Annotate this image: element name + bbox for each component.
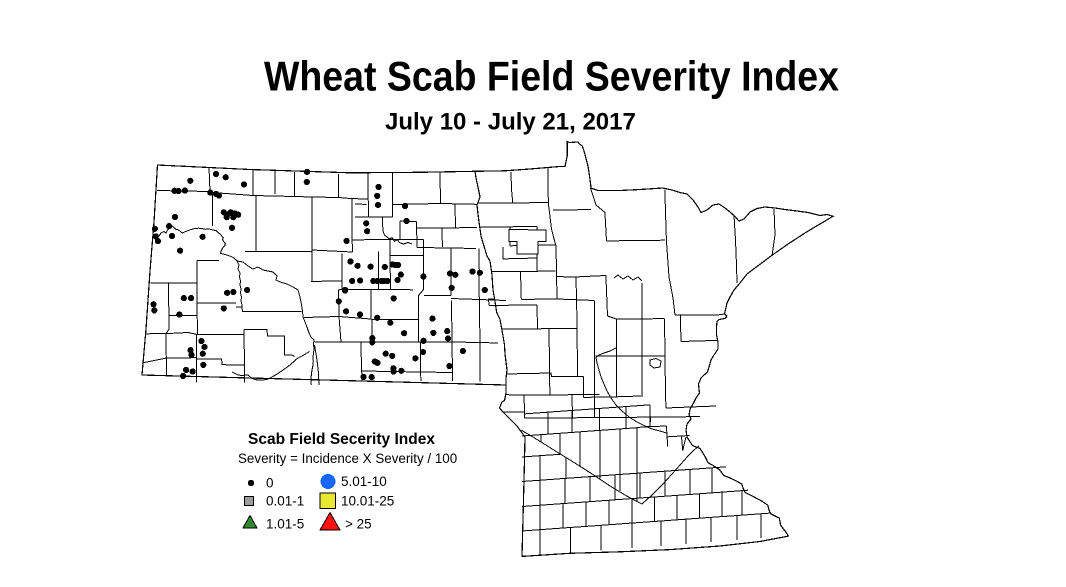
svg-text:Severity = Incidence X Severit: Severity = Incidence X Severity / 100 <box>238 451 457 466</box>
svg-text:> 25: > 25 <box>345 517 372 532</box>
svg-text:Scab Field Secerity Index: Scab Field Secerity Index <box>248 431 435 448</box>
svg-text:July 10 - July 21, 2017: July 10 - July 21, 2017 <box>385 109 636 136</box>
svg-text:0: 0 <box>266 476 274 491</box>
svg-text:1.01-5: 1.01-5 <box>266 517 304 532</box>
svg-text:5.01-10: 5.01-10 <box>341 474 387 489</box>
svg-text:10.01-25: 10.01-25 <box>341 494 394 509</box>
svg-text:Wheat Scab Field Severity Inde: Wheat Scab Field Severity Index <box>264 53 840 100</box>
svg-text:0.01-1: 0.01-1 <box>266 494 304 509</box>
